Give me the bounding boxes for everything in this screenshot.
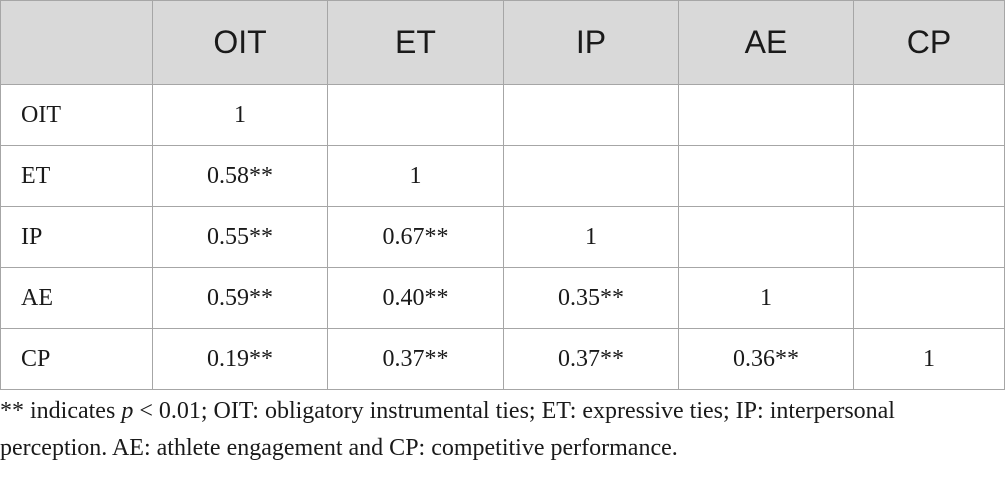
row-label-oit: OIT: [0, 84, 153, 146]
row-label-ae: AE: [0, 267, 153, 329]
table-cell: [678, 145, 854, 207]
header-cell-ae: AE: [678, 0, 854, 85]
table-cell: 0.37**: [327, 328, 504, 390]
header-cell-oit: OIT: [152, 0, 328, 85]
header-cell-empty: [0, 0, 153, 85]
table-header-row: OIT ET IP AE CP: [0, 0, 1005, 85]
row-label-ip: IP: [0, 206, 153, 268]
row-label-cp: CP: [0, 328, 153, 390]
correlation-table: OIT ET IP AE CP OIT 1 ET 0.58** 1: [0, 0, 1005, 390]
table-cell: 1: [152, 84, 328, 146]
table-row-oit: OIT 1: [0, 84, 1005, 146]
table-cell: [327, 84, 504, 146]
table-cell: 0.59**: [152, 267, 328, 329]
row-label-et: ET: [0, 145, 153, 207]
table-cell: 1: [678, 267, 854, 329]
table-cell: 1: [327, 145, 504, 207]
table-footnote: ** indicates p < 0.01; OIT: obligatory i…: [0, 393, 1000, 467]
table-row-cp: CP 0.19** 0.37** 0.37** 0.36** 1: [0, 328, 1005, 390]
table-cell: 1: [853, 328, 1005, 390]
table-cell: [853, 145, 1005, 207]
table-cell: [503, 145, 679, 207]
table-cell: 0.58**: [152, 145, 328, 207]
footnote-p-symbol: p: [121, 398, 134, 424]
table-row-ip: IP 0.55** 0.67** 1: [0, 206, 1005, 268]
footnote-text-rest: < 0.01; OIT: obligatory instrumental tie…: [0, 398, 895, 461]
table-cell: 1: [503, 206, 679, 268]
table-cell: [678, 84, 854, 146]
table-cell: 0.55**: [152, 206, 328, 268]
table-row-ae: AE 0.59** 0.40** 0.35** 1: [0, 267, 1005, 329]
table-cell: [503, 84, 679, 146]
table-cell: [678, 206, 854, 268]
table-cell: 0.37**: [503, 328, 679, 390]
table-cell: 0.40**: [327, 267, 504, 329]
table-cell: 0.35**: [503, 267, 679, 329]
header-cell-ip: IP: [503, 0, 679, 85]
table-cell: [853, 84, 1005, 146]
table-cell: 0.19**: [152, 328, 328, 390]
table-cell: [853, 267, 1005, 329]
table-cell: 0.67**: [327, 206, 504, 268]
table-cell: [853, 206, 1005, 268]
footnote-text-start: ** indicates: [0, 398, 122, 424]
header-cell-cp: CP: [853, 0, 1005, 85]
table-row-et: ET 0.58** 1: [0, 145, 1005, 207]
table-cell: 0.36**: [678, 328, 854, 390]
header-cell-et: ET: [327, 0, 504, 85]
correlation-table-container: OIT ET IP AE CP OIT 1 ET 0.58** 1: [0, 0, 1005, 390]
